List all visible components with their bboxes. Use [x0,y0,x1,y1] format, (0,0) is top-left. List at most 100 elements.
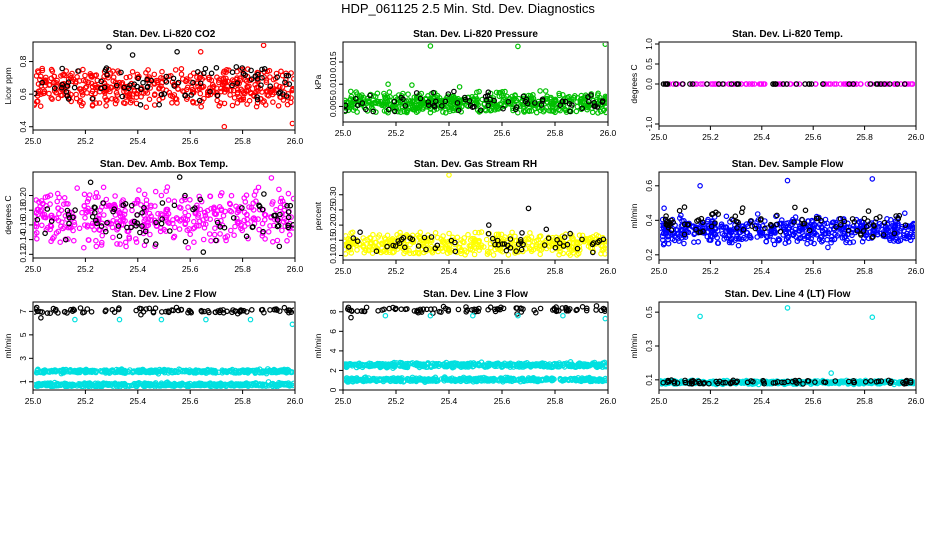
data-point [138,202,144,208]
data-point [135,75,142,82]
data-point [385,106,392,113]
outlier-point [176,174,183,180]
data-point [164,184,171,190]
data-point [550,100,557,107]
data-point [427,109,434,116]
data-point [161,91,168,97]
data-point [221,80,228,87]
data-point [138,380,144,387]
data-point [391,108,398,115]
data-point [129,369,136,376]
data-point [557,102,564,109]
data-point [450,95,456,102]
data-point [163,73,170,80]
outlier-point [456,84,463,90]
data-point [81,191,88,198]
data-point [289,87,294,94]
data-point [507,376,514,383]
data-point [191,381,198,387]
data-point [472,229,479,236]
data-point [578,92,585,99]
data-point [37,308,44,315]
data-point [890,233,897,240]
data-point [93,237,99,244]
data-point [78,88,85,95]
data-point [586,236,593,243]
data-point [134,83,140,90]
data-point [98,242,105,248]
data-point [51,88,58,94]
data-point [194,87,201,93]
data-point [884,221,891,227]
series-lower [344,374,607,386]
data-point [151,102,158,108]
data-point [802,81,808,87]
data-point [567,230,574,237]
data-point [418,237,425,244]
data-point [63,236,69,243]
data-point [244,309,250,315]
data-point [55,382,62,389]
data-point [520,108,527,114]
data-point [103,196,110,203]
data-point [886,81,893,87]
data-point [208,238,214,244]
data-point [104,220,110,226]
data-point [93,243,100,250]
data-point [770,81,777,87]
outlier-point [203,316,209,323]
data-point [64,93,71,99]
data-point [861,215,868,222]
data-point [500,96,507,103]
data-point [221,100,228,107]
outlier-point [129,52,136,58]
data-point [825,81,832,87]
data-point [51,234,57,240]
data-point [839,235,846,241]
data-point [798,234,804,241]
data-point [143,104,150,111]
data-point [561,361,568,367]
data-point [849,216,856,222]
data-point [255,216,261,222]
data-point [230,215,237,221]
data-point [116,233,123,240]
data-point [261,66,268,72]
data-point [525,239,532,246]
data-point [449,247,455,254]
data-point [595,110,601,116]
data-point [34,223,38,229]
data-point [102,67,109,73]
data-point [591,99,597,106]
x-tick-label: 25.6 [182,264,199,274]
data-point [116,305,122,311]
data-point [279,227,285,234]
data-point [401,364,408,370]
series-ref [660,81,908,87]
data-point [201,225,208,231]
data-point [165,219,172,226]
data-point [749,81,755,87]
data-point [140,79,146,86]
data-point [239,227,246,234]
data-point [841,218,848,225]
data-point [451,88,457,95]
data-point [90,382,97,388]
data-point [148,204,154,210]
data-point [48,238,54,245]
data-point [71,84,78,91]
data-point [749,223,755,229]
data-point [483,96,490,103]
data-point [496,245,503,251]
data-point [348,250,355,256]
data-point [590,240,597,246]
data-point [459,376,465,383]
data-point [282,223,289,230]
data-point [486,360,493,367]
data-point [858,218,865,225]
data-point [70,227,76,234]
series-upper [344,358,607,372]
data-point [452,248,459,255]
data-point [465,231,471,238]
x-tick-label: 25.2 [388,266,405,276]
